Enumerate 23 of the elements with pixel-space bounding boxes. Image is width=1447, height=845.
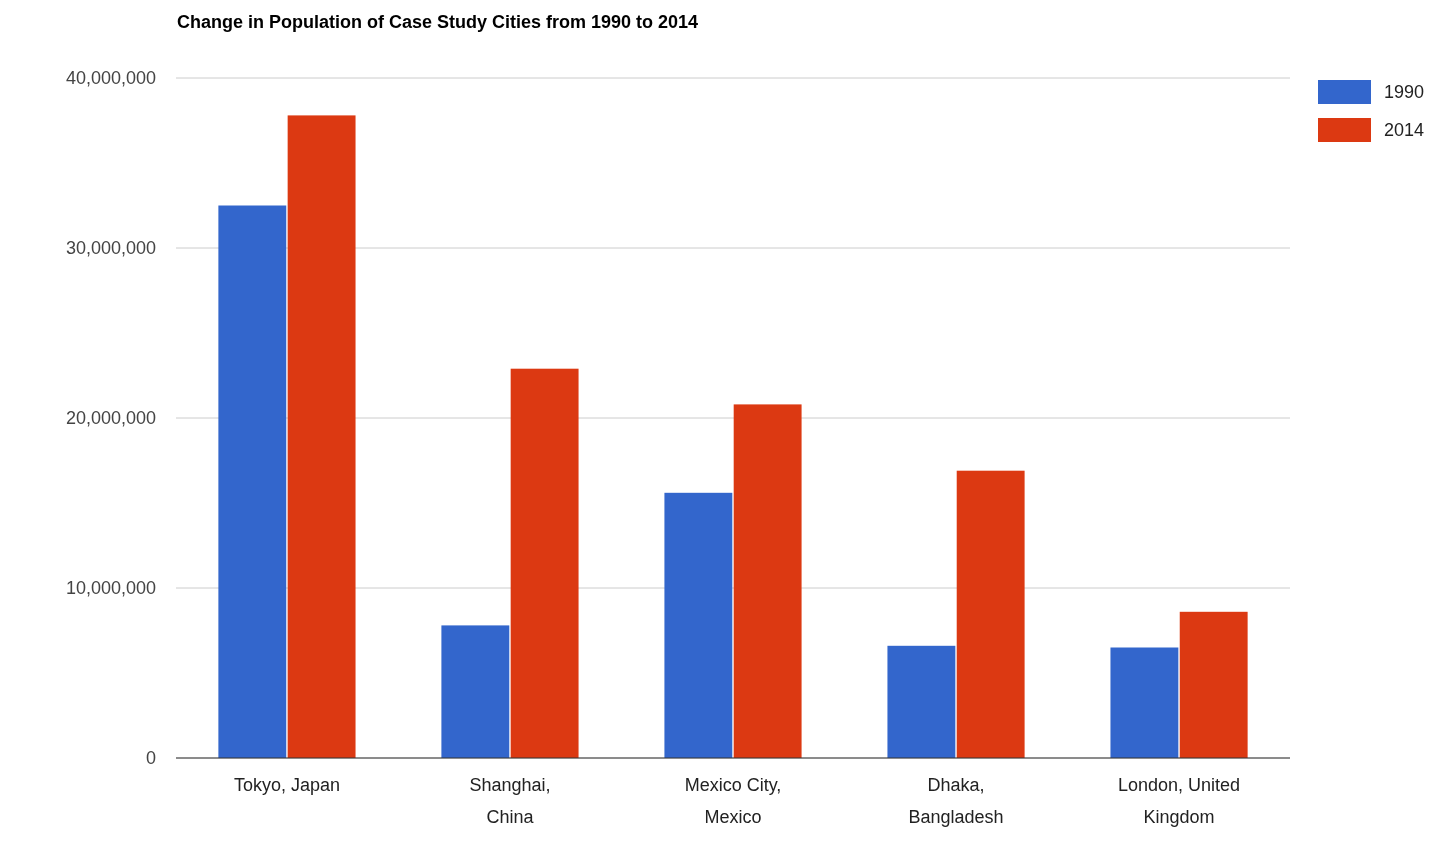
bar <box>1110 647 1179 758</box>
y-tick-label: 40,000,000 <box>65 68 156 89</box>
y-tick-label: 0 <box>145 748 156 769</box>
x-tick-label: Shanghai, China <box>469 775 551 827</box>
x-tick-label: Mexico City, Mexico <box>684 775 782 827</box>
legend-label: 2014 <box>1384 120 1425 141</box>
chart-title: Change in Population of Case Study Cities from 1990 to 2014 <box>177 12 699 32</box>
y-tick-label: 20,000,000 <box>65 408 156 429</box>
x-tick-label: London, United Kingdom <box>1117 775 1241 827</box>
y-tick-label: 30,000,000 <box>65 238 156 259</box>
bar <box>1179 611 1248 758</box>
x-tick-label: Tokyo, Japan <box>233 775 340 795</box>
x-tick-label: Dhaka, Bangladesh <box>908 775 1004 827</box>
bar <box>733 404 802 758</box>
bar <box>287 115 356 758</box>
y-tick-label: 10,000,000 <box>65 578 156 599</box>
bar <box>218 205 287 758</box>
legend-label: 1990 <box>1384 82 1425 103</box>
bar <box>441 625 510 758</box>
bar <box>664 492 733 758</box>
bar <box>956 470 1025 758</box>
bar <box>510 368 579 758</box>
bar <box>887 645 956 758</box>
